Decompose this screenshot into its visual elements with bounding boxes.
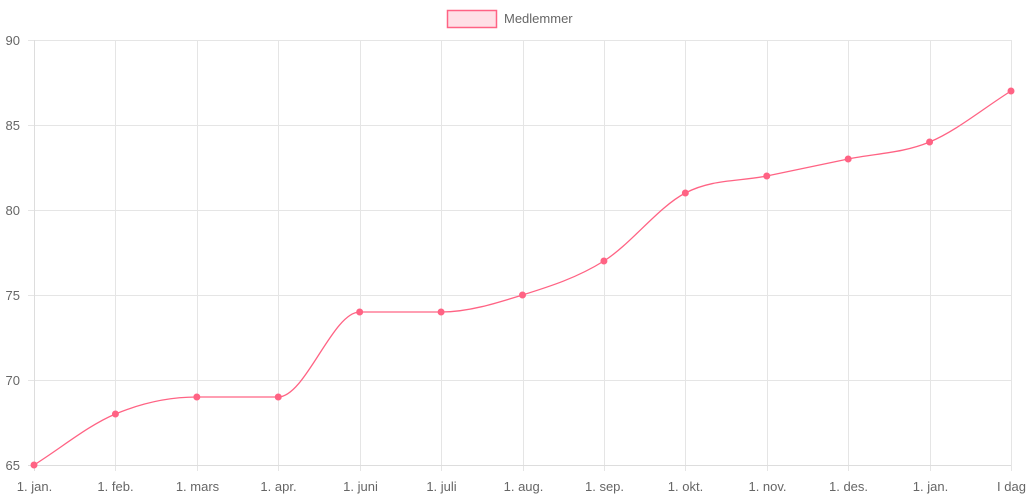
y-tick-label: 70 [6, 373, 20, 388]
axes [28, 40, 1011, 471]
x-axis-ticks: 1. jan. 1. feb. 1. mars 1. apr. 1. juni 1. ju… [17, 479, 1026, 494]
x-tick-label: 1. nov. [748, 479, 786, 494]
x-tick-label: 1. aug. [504, 479, 544, 494]
data-point[interactable] [681, 189, 689, 197]
y-tick-label: 75 [6, 288, 20, 303]
data-point[interactable] [600, 257, 608, 265]
grid [28, 40, 1012, 471]
data-point[interactable] [763, 172, 771, 180]
x-tick-label: 1. juli [426, 479, 456, 494]
data-point[interactable] [844, 155, 852, 163]
legend-label[interactable]: Medlemmer [504, 11, 573, 26]
series-line [33, 90, 1012, 466]
data-point[interactable] [193, 393, 201, 401]
x-tick-label: 1. feb. [97, 479, 133, 494]
x-tick-label: I dag [997, 479, 1026, 494]
x-tick-label: 1. mars [176, 479, 220, 494]
legend[interactable]: Medlemmer [446, 9, 574, 29]
data-point[interactable] [274, 393, 282, 401]
x-tick-label: 1. jan. [913, 479, 948, 494]
x-tick-label: 1. sep. [585, 479, 624, 494]
x-tick-label: 1. jan. [17, 479, 52, 494]
y-tick-label: 85 [6, 118, 20, 133]
data-point[interactable] [519, 291, 526, 299]
y-tick-label: 80 [6, 203, 20, 218]
y-tick-label: 65 [6, 458, 20, 473]
data-point[interactable] [356, 308, 364, 316]
x-tick-label: 1. des. [829, 479, 868, 494]
x-tick-label: 1. juni [343, 479, 378, 494]
data-point[interactable] [437, 308, 445, 316]
y-tick-label: 90 [6, 33, 20, 48]
data-point[interactable] [30, 461, 38, 469]
x-tick-label: 1. okt. [668, 479, 703, 494]
data-point[interactable] [926, 138, 934, 146]
legend-swatch[interactable] [446, 9, 498, 29]
x-tick-label: 1. apr. [260, 479, 296, 494]
data-point[interactable] [111, 410, 119, 418]
y-axis-ticks: 65 70 75 80 85 90 [6, 33, 20, 473]
series-medlemmer [30, 87, 1015, 469]
data-point[interactable] [1007, 87, 1015, 95]
